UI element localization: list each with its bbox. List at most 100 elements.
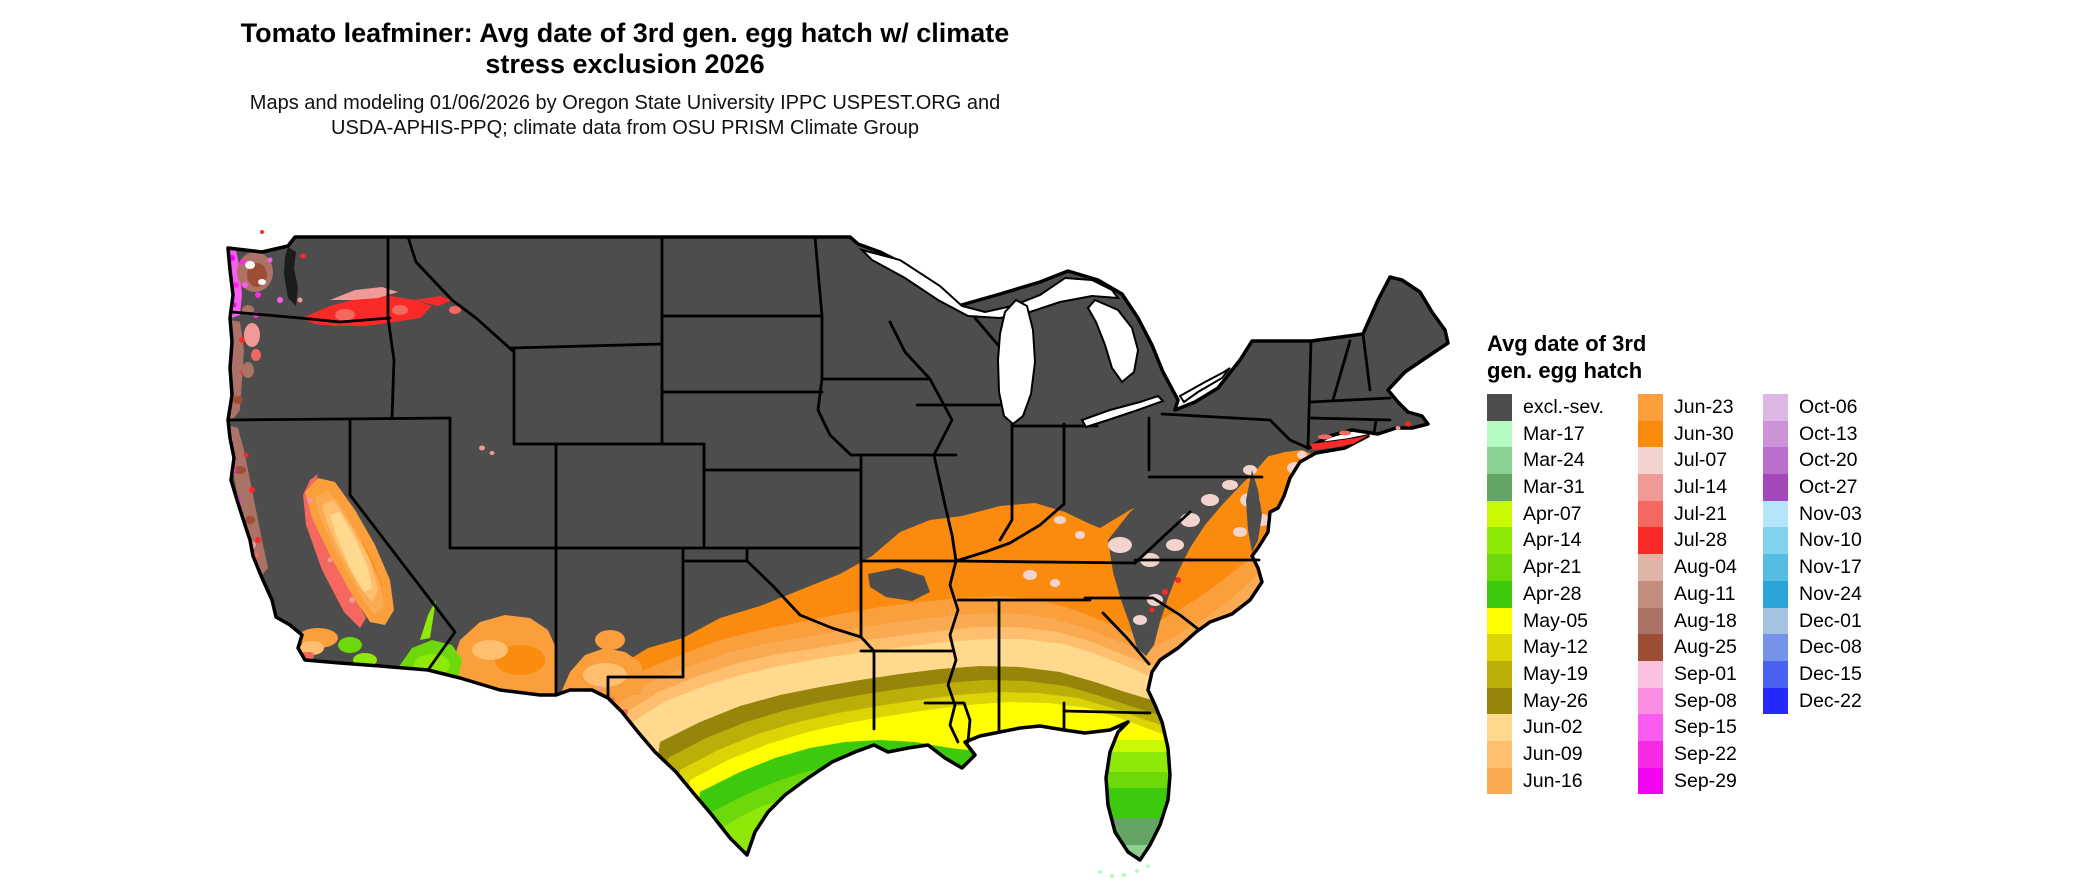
legend-swatch: [1638, 394, 1663, 421]
legend-swatch: [1487, 634, 1512, 661]
legend-item: Dec-08: [1763, 634, 1862, 661]
legend-swatch: [1638, 500, 1663, 528]
legend-item: Aug-11: [1638, 580, 1763, 608]
legend-swatch: [1638, 687, 1663, 715]
legend-label: Jun-02: [1523, 716, 1583, 739]
legend-swatch: [1487, 714, 1512, 741]
legend-item: Aug-04: [1638, 554, 1763, 581]
legend-label: Jul-07: [1674, 449, 1728, 472]
legend-item: Apr-28: [1487, 580, 1638, 608]
legend-item: excl.-sev.: [1487, 394, 1638, 421]
legend-item: May-19: [1487, 660, 1638, 688]
page-title: Tomato leafminer: Avg date of 3rd gen. e…: [125, 18, 1125, 80]
legend-label: Dec-22: [1799, 689, 1862, 712]
legend-item: Oct-06: [1763, 394, 1862, 421]
legend-title-line-2: gen. egg hatch: [1487, 358, 1643, 383]
legend-item: Jul-28: [1638, 527, 1763, 555]
map-coastal-overlays: [260, 230, 1411, 878]
legend-item: Jun-02: [1487, 714, 1638, 741]
legend-label: Jul-21: [1674, 502, 1728, 525]
legend-swatch: [1487, 527, 1512, 555]
legend-item: Apr-14: [1487, 527, 1638, 555]
legend-label: Aug-25: [1674, 636, 1737, 659]
legend-label: Apr-07: [1523, 502, 1582, 525]
legend-swatch: [1763, 660, 1788, 688]
legend-item: Aug-18: [1638, 607, 1763, 635]
legend-swatch: [1638, 767, 1663, 795]
legend-swatch: [1638, 420, 1663, 448]
legend-label: Sep-01: [1674, 662, 1737, 685]
legend: Avg date of 3rd gen. egg hatch excl.-sev…: [1487, 330, 2047, 795]
legend-item: Jul-21: [1638, 500, 1763, 528]
legend-item: Oct-27: [1763, 474, 1862, 501]
legend-label: May-12: [1523, 636, 1589, 659]
legend-swatch: [1638, 607, 1663, 635]
legend-item: Dec-01: [1763, 607, 1862, 635]
lake-ontario: [1178, 367, 1231, 404]
legend-label: Jun-16: [1523, 769, 1583, 792]
legend-title-line-1: Avg date of 3rd: [1487, 331, 1647, 356]
legend-title: Avg date of 3rd gen. egg hatch: [1487, 330, 2047, 384]
legend-swatch: [1763, 394, 1788, 421]
legend-swatch: [1487, 500, 1512, 528]
legend-swatch: [1487, 767, 1512, 795]
legend-swatch: [1487, 687, 1512, 715]
legend-swatch: [1487, 607, 1512, 635]
legend-label: Dec-01: [1799, 609, 1862, 632]
legend-column: excl.-sev. Mar-17 Mar-24 Mar-31 Apr-07 Apr-14…: [1487, 394, 1638, 795]
legend-swatch: [1638, 580, 1663, 608]
legend-item: Nov-03: [1763, 500, 1862, 528]
legend-swatch: [1487, 660, 1512, 688]
legend-label: Jul-28: [1674, 529, 1728, 552]
legend-item: Dec-22: [1763, 687, 1862, 715]
legend-label: Mar-31: [1523, 476, 1585, 499]
legend-item: Aug-25: [1638, 634, 1763, 661]
legend-label: Aug-18: [1674, 609, 1737, 632]
long-island-strip: [1310, 435, 1369, 450]
us-outline: [226, 235, 1450, 862]
legend-item: Jun-16: [1487, 767, 1638, 795]
legend-swatch: [1763, 474, 1788, 501]
map-region-appalachia: [868, 448, 1272, 656]
legend-label: Mar-17: [1523, 422, 1585, 445]
legend-swatch: [1487, 394, 1512, 421]
lake-michigan: [996, 298, 1037, 426]
legend-item: May-12: [1487, 634, 1638, 661]
legend-label: Jun-30: [1674, 422, 1734, 445]
legend-label: Jun-23: [1674, 396, 1734, 418]
lake-huron: [1086, 298, 1140, 384]
legend-swatch: [1487, 580, 1512, 608]
legend-swatch: [1487, 420, 1512, 448]
legend-label: May-19: [1523, 662, 1589, 685]
legend-swatch: [1763, 527, 1788, 555]
map-region-florida: [1050, 740, 1185, 860]
legend-label: Apr-28: [1523, 582, 1582, 605]
state-borders: [226, 235, 1392, 744]
legend-item: Sep-15: [1638, 714, 1763, 741]
legend-item: Sep-22: [1638, 740, 1763, 768]
florida-keys: [1097, 864, 1150, 878]
legend-label: Apr-21: [1523, 556, 1582, 579]
legend-label: Jun-09: [1523, 742, 1583, 765]
legend-swatch: [1763, 580, 1788, 608]
legend-item: Oct-13: [1763, 420, 1862, 448]
legend-label: Aug-11: [1674, 582, 1736, 605]
legend-label: Aug-04: [1674, 556, 1737, 579]
legend-swatch: [1638, 527, 1663, 555]
legend-swatch: [1487, 474, 1512, 501]
lake-erie: [1080, 394, 1165, 429]
legend-label: May-05: [1523, 609, 1589, 632]
subtitle-line-2: USDA-APHIS-PPQ; climate data from OSU PR…: [331, 117, 919, 139]
legend-swatch: [1638, 634, 1663, 661]
legend-column: Jun-23 Jun-30 Jul-07 Jul-14 Jul-21 Jul-28 Aug-…: [1638, 394, 1763, 795]
legend-label: Sep-22: [1674, 742, 1737, 765]
legend-swatch: [1487, 447, 1512, 475]
subtitle-line-1: Maps and modeling 01/06/2026 by Oregon S…: [249, 92, 1001, 114]
legend-item: Apr-07: [1487, 500, 1638, 528]
legend-swatch: [1763, 554, 1788, 581]
legend-swatch: [1763, 687, 1788, 715]
title-line-2: stress exclusion 2026: [485, 49, 765, 79]
legend-item: Sep-08: [1638, 687, 1763, 715]
legend-item: Jul-07: [1638, 447, 1763, 475]
